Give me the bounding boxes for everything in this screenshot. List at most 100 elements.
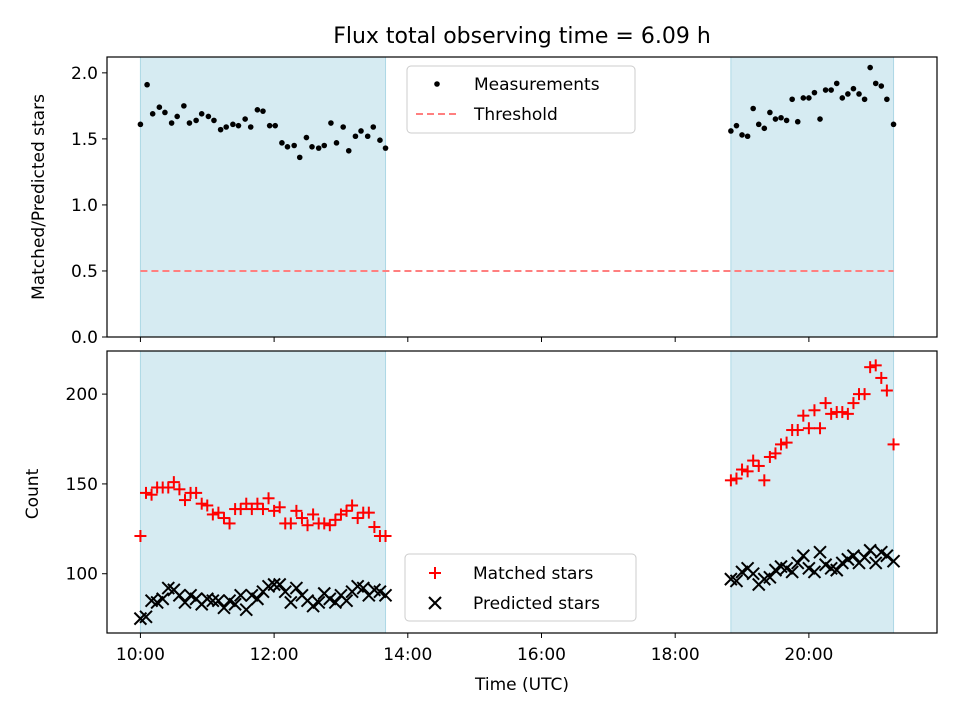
- matched-star-point: [351, 512, 364, 525]
- measurement-point: [303, 134, 310, 141]
- measurement-point: [364, 133, 371, 140]
- measurement-point: [739, 132, 745, 138]
- predicted-star-point: [886, 554, 901, 568]
- measurement-point: [340, 124, 346, 130]
- y-tick-label: 200: [66, 385, 98, 405]
- y-tick-label: 150: [66, 475, 98, 495]
- measurement-point: [789, 96, 795, 103]
- y-tick-label: 100: [66, 565, 98, 585]
- measurement-point: [800, 95, 807, 101]
- measurement-point: [755, 121, 762, 128]
- matched-star-point: [256, 503, 269, 516]
- predicted-star-point: [217, 601, 231, 615]
- matched-star-point: [178, 494, 191, 507]
- bottom-legend-box: [404, 553, 637, 622]
- measurement-point: [333, 140, 340, 146]
- measurement-point: [850, 85, 857, 92]
- measurement-point: [321, 142, 328, 149]
- x-tick-label: 20:00: [784, 645, 833, 665]
- measurement-point: [878, 83, 885, 89]
- measurement-point: [296, 154, 303, 161]
- y-tick-label: 1.0: [71, 196, 98, 216]
- measurement-point: [168, 120, 175, 126]
- measurement-point: [772, 116, 779, 122]
- top-plot-frame: [106, 56, 938, 338]
- y-tick-label: 0.5: [71, 262, 98, 282]
- matched-star-point: [730, 472, 743, 485]
- predicted-star-point: [863, 543, 877, 558]
- matched-star-point: [162, 481, 175, 494]
- predicted-star-point: [211, 593, 226, 608]
- x-tick-label: 16:00: [517, 645, 566, 665]
- measurement-point: [377, 137, 383, 144]
- measurement-point: [733, 122, 740, 129]
- measurement-point: [144, 81, 150, 88]
- matched-star-point: [841, 407, 854, 420]
- predicted-star-point: [746, 567, 760, 581]
- measurement-point: [309, 144, 315, 150]
- matched-star-point: [262, 492, 275, 505]
- matched-star-point: [323, 519, 336, 532]
- measurement-point: [728, 128, 734, 134]
- matched-star-point: [736, 463, 749, 476]
- measurement-point: [279, 140, 285, 146]
- matched-star-point: [362, 506, 375, 519]
- matched-star-point: [290, 504, 303, 517]
- matched-star-point: [206, 508, 219, 521]
- matched-star-point: [758, 474, 771, 487]
- measurement-point: [291, 142, 297, 149]
- matched-star-point: [173, 483, 186, 496]
- predicted-star-point: [172, 588, 187, 602]
- matched-star-point: [234, 503, 247, 516]
- matched-star-point: [273, 501, 286, 514]
- legend-label-predicted: Predicted stars: [473, 594, 600, 614]
- measurement-point: [235, 122, 242, 129]
- x-axis-label: Time (UTC): [474, 675, 569, 695]
- measurement-point: [358, 128, 364, 134]
- top-legend: Measurements Threshold: [406, 65, 636, 134]
- matched-star-point: [307, 508, 320, 521]
- measurement-point: [382, 145, 389, 151]
- predicted-star-point: [272, 577, 287, 592]
- top-x-tick-marks: [139, 337, 810, 342]
- measurement-point: [254, 107, 261, 113]
- predicted-star-point: [278, 584, 292, 599]
- matched-star-point: [295, 512, 308, 525]
- measurement-points: [137, 64, 897, 161]
- matched-star-point: [139, 486, 152, 499]
- measurement-point: [744, 133, 751, 140]
- matched-star-point: [212, 506, 225, 519]
- chart-title: Flux total observing time = 6.09 h: [333, 24, 711, 49]
- measurement-point: [833, 80, 840, 87]
- measurement-point: [181, 103, 187, 109]
- matched-star-point: [880, 384, 893, 397]
- measurement-point: [315, 145, 322, 151]
- bottom-panel: 100 150 200 10:00 12:00 14:00 16:00 18:00 20:00…: [23, 350, 938, 695]
- measurement-point: [284, 144, 291, 150]
- matched-star-point: [245, 503, 258, 516]
- matched-star-point: [201, 499, 214, 512]
- predicted-star-point: [356, 581, 370, 595]
- bottom-x-axis: 10:00 12:00 14:00 16:00 18:00 20:00: [116, 633, 833, 665]
- matched-star-point: [814, 422, 827, 435]
- measurement-point: [162, 109, 168, 116]
- measurement-point: [884, 96, 890, 103]
- measurement-point: [266, 122, 273, 129]
- top-y-axis: 0.0 0.5 1.0 1.5 2.0: [71, 64, 107, 348]
- matched-star-point: [875, 371, 888, 384]
- x-tick-label: 10:00: [116, 645, 165, 665]
- measurement-point: [230, 121, 236, 128]
- measurement-point: [247, 124, 254, 130]
- predicted-star-point: [857, 550, 872, 565]
- matched-star-point: [223, 517, 236, 530]
- measurement-point: [272, 122, 279, 129]
- measurement-point: [767, 109, 773, 116]
- measurement-point: [839, 95, 846, 101]
- legend-label-matched: Matched stars: [473, 564, 593, 584]
- legend-label-measurements: Measurements: [474, 75, 600, 95]
- x-tick-label: 12:00: [250, 645, 299, 665]
- matched-star-point: [802, 422, 815, 435]
- measurement-point: [328, 120, 334, 126]
- matched-star-point: [808, 404, 821, 417]
